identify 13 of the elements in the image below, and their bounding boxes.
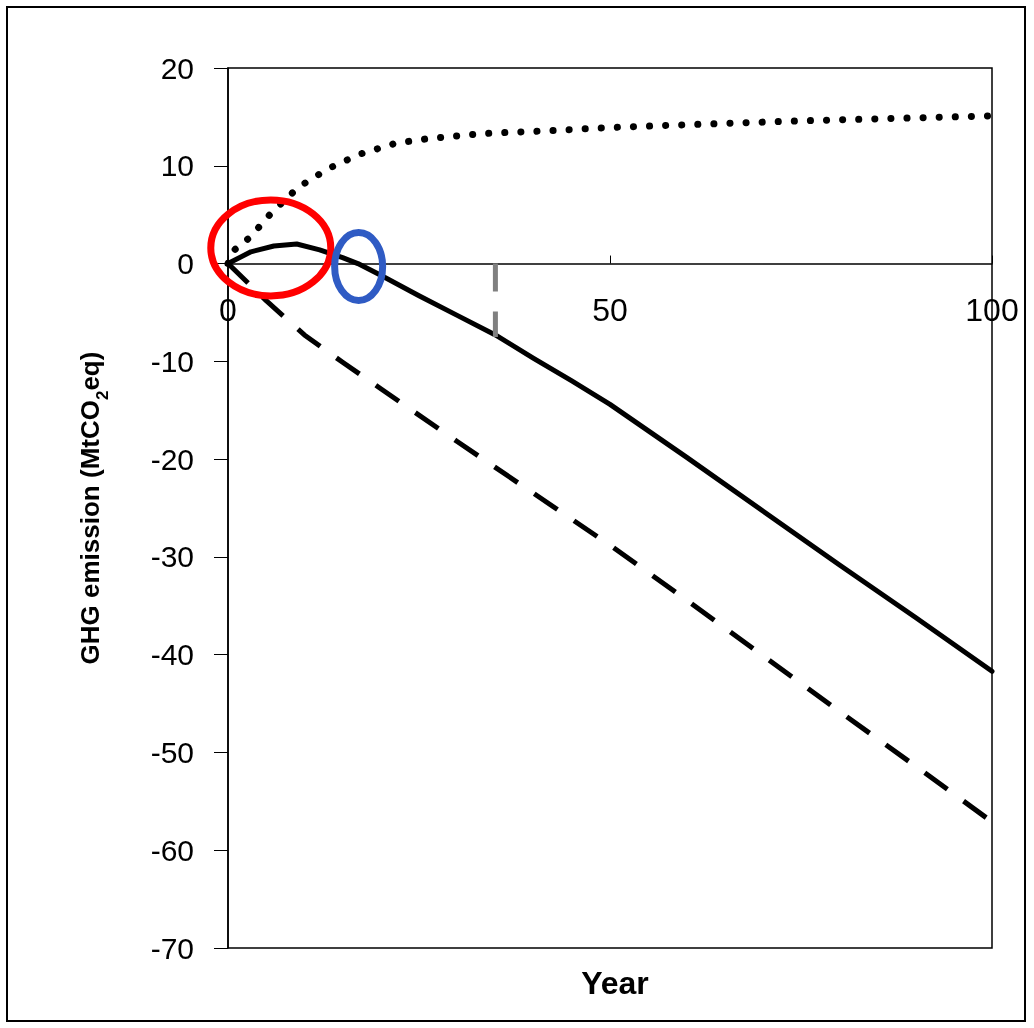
y-tick-label: -20 — [150, 442, 194, 476]
y-axis-title: GHG emission (MtCO2eq) — [75, 351, 112, 665]
y-tick-label: -30 — [150, 540, 194, 574]
y-tick-label: 0 — [177, 247, 194, 281]
y-tick-label: 10 — [160, 149, 194, 183]
y-tick-label: -70 — [150, 931, 194, 965]
y-tick-label: -10 — [150, 344, 194, 378]
y-tick-label: -40 — [150, 638, 194, 672]
x-tick-label: 50 — [592, 291, 628, 328]
x-axis-title: Year — [581, 965, 649, 1001]
y-tick-label: -60 — [150, 833, 194, 867]
y-tick-label: -50 — [150, 735, 194, 769]
y-tick-label: 20 — [160, 51, 194, 85]
